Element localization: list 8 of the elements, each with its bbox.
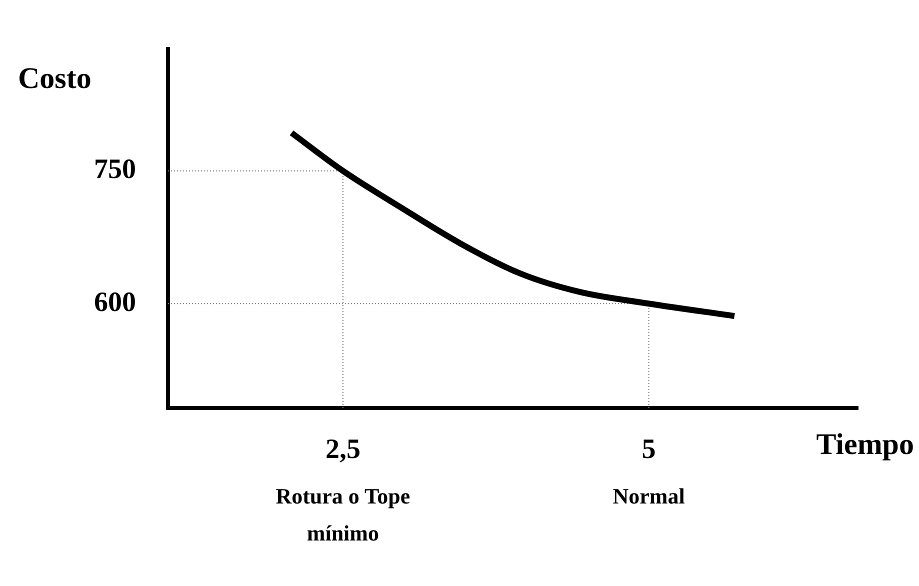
text: Rotura o Tope mínimo [276,484,410,546]
x-tick-label: 5 [642,434,656,466]
x-tick-label: 2,5 [325,434,360,466]
y-tick-label: 600 [94,286,136,318]
text: Normal [612,484,685,509]
y-axis-title: Costo [18,62,92,95]
x-axis-title: Tiempo [816,428,914,461]
y-tick-label: 750 [94,154,136,186]
